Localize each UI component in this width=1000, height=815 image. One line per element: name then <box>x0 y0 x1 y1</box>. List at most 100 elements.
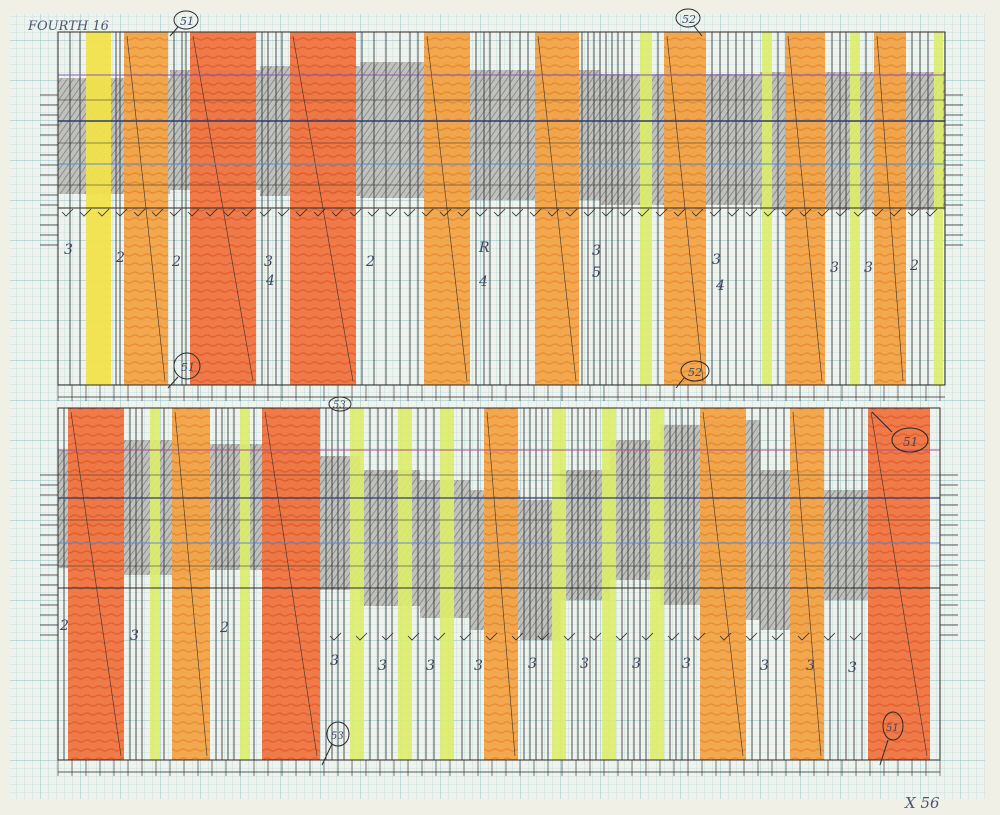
bottom-color-band <box>440 408 454 760</box>
bottom-digit: 3 <box>580 656 589 672</box>
top-check-mark <box>295 208 308 217</box>
top-panel: 3 2 2 3 4 2 R 4 3 5 3 4 3 3 2 <box>40 31 963 401</box>
bottom-check-mark <box>823 632 836 641</box>
top-check-mark <box>907 208 920 217</box>
top-digit: 2 <box>909 258 919 274</box>
top-check-mark <box>61 208 74 217</box>
sheet-title: FOURTH 16 <box>27 19 109 34</box>
bottom-digit: 3 <box>528 656 537 672</box>
bottom-check-mark <box>537 632 550 641</box>
bottom-check-mark <box>771 632 784 641</box>
top-check-mark <box>799 208 812 217</box>
top-check-mark <box>745 208 758 217</box>
top-digit: 3 <box>712 252 721 268</box>
top-check-mark <box>457 208 470 217</box>
svg-text:53: 53 <box>331 731 344 742</box>
top-check-mark <box>853 208 866 217</box>
top-check-mark <box>835 208 848 217</box>
bottom-color-band <box>602 408 616 760</box>
top-digit: 3 <box>264 254 273 270</box>
top-check-mark <box>79 208 92 217</box>
top-check-mark <box>313 208 326 217</box>
bottom-diagonal-stroke <box>174 411 208 757</box>
top-digit: 3 <box>864 260 873 276</box>
top-digit: 4 <box>265 273 275 289</box>
bottom-digit: 3 <box>330 653 339 669</box>
top-digit: 3 <box>592 243 601 259</box>
top-check-mark <box>241 208 254 217</box>
top-check-mark <box>547 208 560 217</box>
callout-top-left: 51 <box>169 10 199 37</box>
top-check-mark <box>367 208 380 217</box>
top-digit: R <box>478 240 490 256</box>
bottom-check-mark <box>407 632 420 641</box>
bottom-digit: 3 <box>806 658 815 674</box>
top-digit: 3 <box>830 260 839 276</box>
bottom-diagonal-stroke <box>792 411 822 757</box>
top-digit: 2 <box>365 254 375 270</box>
callout-mid-left: 51 <box>167 352 201 389</box>
top-digit: 4 <box>715 278 725 294</box>
bottom-color-band <box>350 408 364 760</box>
top-check-mark <box>817 208 830 217</box>
svg-text:52: 52 <box>682 13 696 26</box>
callout-mid-right: 52 <box>675 360 710 389</box>
top-check-mark <box>925 208 938 217</box>
bottom-digit: 3 <box>474 658 483 674</box>
top-check-mark <box>565 208 578 217</box>
bottom-check-mark <box>745 632 758 641</box>
bottom-check-mark <box>433 632 446 641</box>
bottom-check-mark <box>563 632 576 641</box>
top-check-mark <box>637 208 650 217</box>
bottom-diagonal-stroke <box>870 411 928 757</box>
top-check-mark <box>889 208 902 217</box>
bottom-color-band <box>240 408 250 760</box>
callout-lower-tag: 53 <box>328 396 352 412</box>
top-check-mark <box>871 208 884 217</box>
bottom-digit: 3 <box>426 658 435 674</box>
top-check-mark <box>601 208 614 217</box>
bottom-check-mark <box>485 632 498 641</box>
top-check-mark <box>673 208 686 217</box>
bottom-digit: 3 <box>632 656 641 672</box>
bottom-check-mark <box>719 632 732 641</box>
top-check-mark <box>187 208 200 217</box>
top-check-mark <box>439 208 452 217</box>
top-check-mark <box>331 208 344 217</box>
bottom-check-mark <box>641 632 654 641</box>
top-frame <box>57 31 946 386</box>
callout-lower-right-top: 51 <box>871 411 929 453</box>
top-check-mark <box>385 208 398 217</box>
bottom-frame <box>57 407 941 761</box>
top-digit: 3 <box>64 242 73 258</box>
bottom-check-mark <box>329 632 342 641</box>
svg-text:51: 51 <box>903 435 918 449</box>
bottom-digit: 3 <box>682 656 691 672</box>
svg-text:51: 51 <box>886 723 899 734</box>
bottom-digit: 3 <box>130 628 139 644</box>
bottom-diagonal-stroke <box>264 411 318 757</box>
bottom-check-mark <box>667 632 680 641</box>
bottom-color-band <box>552 408 566 760</box>
top-check-mark <box>259 208 272 217</box>
top-check-mark <box>619 208 632 217</box>
bottom-check-mark <box>589 632 602 641</box>
top-check-mark <box>223 208 236 217</box>
bottom-check-mark <box>511 632 524 641</box>
bottom-digit: 3 <box>760 658 769 674</box>
top-check-mark <box>781 208 794 217</box>
bottom-check-mark <box>381 632 394 641</box>
top-check-mark <box>529 208 542 217</box>
bottom-check-mark <box>459 632 472 641</box>
top-digit: 4 <box>478 274 488 290</box>
top-check-mark <box>97 208 110 217</box>
bottom-panel: 2 3 2 3 3 3 3 3 3 3 3 3 3 3 <box>40 407 958 776</box>
top-digit: 2 <box>171 254 181 270</box>
bottom-color-band <box>150 408 160 760</box>
bottom-check-mark <box>693 632 706 641</box>
top-check-mark <box>421 208 434 217</box>
top-check-mark <box>403 208 416 217</box>
callout-lower-right-bottom: 51 <box>879 711 904 766</box>
